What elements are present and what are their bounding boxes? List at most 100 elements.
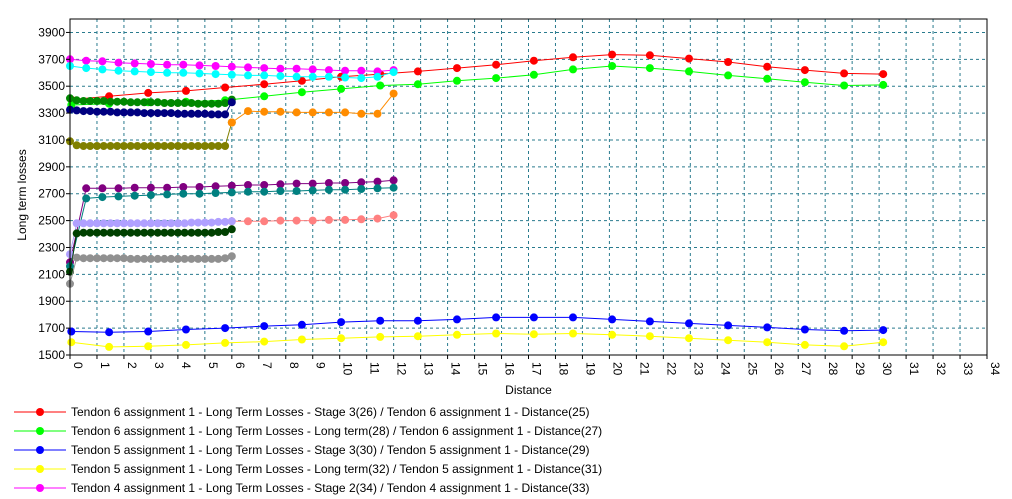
data-point xyxy=(800,325,809,334)
data-point xyxy=(133,254,142,263)
data-point xyxy=(119,108,128,117)
data-point xyxy=(140,142,149,150)
data-point xyxy=(608,315,617,324)
data-point xyxy=(341,215,350,224)
data-point xyxy=(211,182,220,191)
data-point xyxy=(244,181,252,189)
data-point xyxy=(453,76,461,85)
data-point xyxy=(72,229,81,238)
legend-marker xyxy=(36,408,44,416)
data-point xyxy=(146,183,155,192)
data-point xyxy=(840,342,849,351)
data-point xyxy=(113,108,122,117)
data-point xyxy=(187,109,196,118)
data-point xyxy=(376,316,385,325)
x-tick-label: 4 xyxy=(179,362,193,369)
data-point xyxy=(260,64,269,73)
x-tick-label: 22 xyxy=(664,362,678,376)
legend-label: Tendon 6 assignment 1 - Long Term Losses… xyxy=(71,405,590,419)
data-point xyxy=(67,327,76,336)
data-point xyxy=(126,254,135,263)
data-point xyxy=(292,216,301,225)
x-tick-label: 15 xyxy=(476,362,490,376)
data-point xyxy=(93,142,101,150)
data-point xyxy=(180,109,189,118)
data-point xyxy=(187,142,196,150)
series-5 xyxy=(66,62,398,83)
data-point xyxy=(180,219,189,228)
data-point xyxy=(214,142,223,150)
legend-item: Tendon 5 assignment 1 - Long Term Losses… xyxy=(14,462,602,476)
data-point xyxy=(105,342,114,351)
data-point xyxy=(292,187,301,195)
data-point xyxy=(93,219,101,228)
y-tick-label: 3300 xyxy=(38,106,65,120)
data-point xyxy=(114,192,123,201)
data-point xyxy=(221,99,230,107)
data-point xyxy=(79,254,88,263)
data-point xyxy=(106,228,115,237)
data-point xyxy=(130,183,139,192)
data-point xyxy=(214,254,223,263)
data-point xyxy=(608,62,617,70)
data-point xyxy=(207,110,216,119)
data-point xyxy=(93,228,101,237)
x-tick-label: 24 xyxy=(718,362,732,376)
x-tick-label: 14 xyxy=(449,362,463,376)
series-7 xyxy=(66,98,236,119)
data-point xyxy=(187,99,196,107)
data-point xyxy=(113,97,122,106)
data-point xyxy=(194,228,203,237)
data-point xyxy=(195,189,204,198)
data-point xyxy=(82,56,91,65)
data-point xyxy=(130,67,139,76)
data-point xyxy=(292,108,301,117)
data-point xyxy=(324,179,333,187)
data-point xyxy=(99,142,108,150)
x-tick-label: 0 xyxy=(71,362,85,369)
data-point xyxy=(200,99,209,108)
data-point xyxy=(763,323,772,332)
data-point xyxy=(79,228,88,237)
data-point xyxy=(144,342,153,351)
data-point xyxy=(260,71,269,80)
data-point xyxy=(308,65,317,74)
data-point xyxy=(163,68,172,77)
data-point xyxy=(119,142,128,150)
data-point xyxy=(153,109,162,118)
y-tick-label: 3100 xyxy=(38,133,65,147)
data-point xyxy=(341,108,350,117)
data-point xyxy=(187,228,196,237)
data-point xyxy=(153,254,162,263)
legend-label: Tendon 4 assignment 1 - Long Term Losses… xyxy=(71,481,590,495)
data-point xyxy=(373,109,382,118)
data-point xyxy=(106,97,115,106)
data-point xyxy=(260,322,269,331)
data-point xyxy=(227,70,236,79)
data-point xyxy=(227,252,236,261)
data-point xyxy=(324,215,333,224)
legend-item: Tendon 5 assignment 1 - Long Term Losses… xyxy=(14,443,590,457)
data-point xyxy=(308,72,317,81)
data-point xyxy=(357,66,366,75)
data-point xyxy=(144,327,153,336)
data-point xyxy=(200,142,209,150)
data-point xyxy=(79,219,88,228)
data-point xyxy=(341,66,350,75)
data-point xyxy=(276,107,285,116)
legend-item: Tendon 6 assignment 1 - Long Term Losses… xyxy=(14,405,590,419)
data-point xyxy=(93,254,101,263)
data-point xyxy=(86,219,95,228)
data-point xyxy=(357,178,366,187)
data-point xyxy=(453,64,461,73)
data-point xyxy=(724,58,733,66)
data-point xyxy=(763,338,772,347)
data-point xyxy=(297,335,306,344)
data-point xyxy=(126,108,135,117)
x-tick-label: 6 xyxy=(233,362,247,369)
x-tick-label: 7 xyxy=(260,362,274,369)
data-point xyxy=(529,70,538,79)
data-point xyxy=(207,142,216,150)
data-point xyxy=(211,189,220,197)
data-point xyxy=(221,338,230,347)
